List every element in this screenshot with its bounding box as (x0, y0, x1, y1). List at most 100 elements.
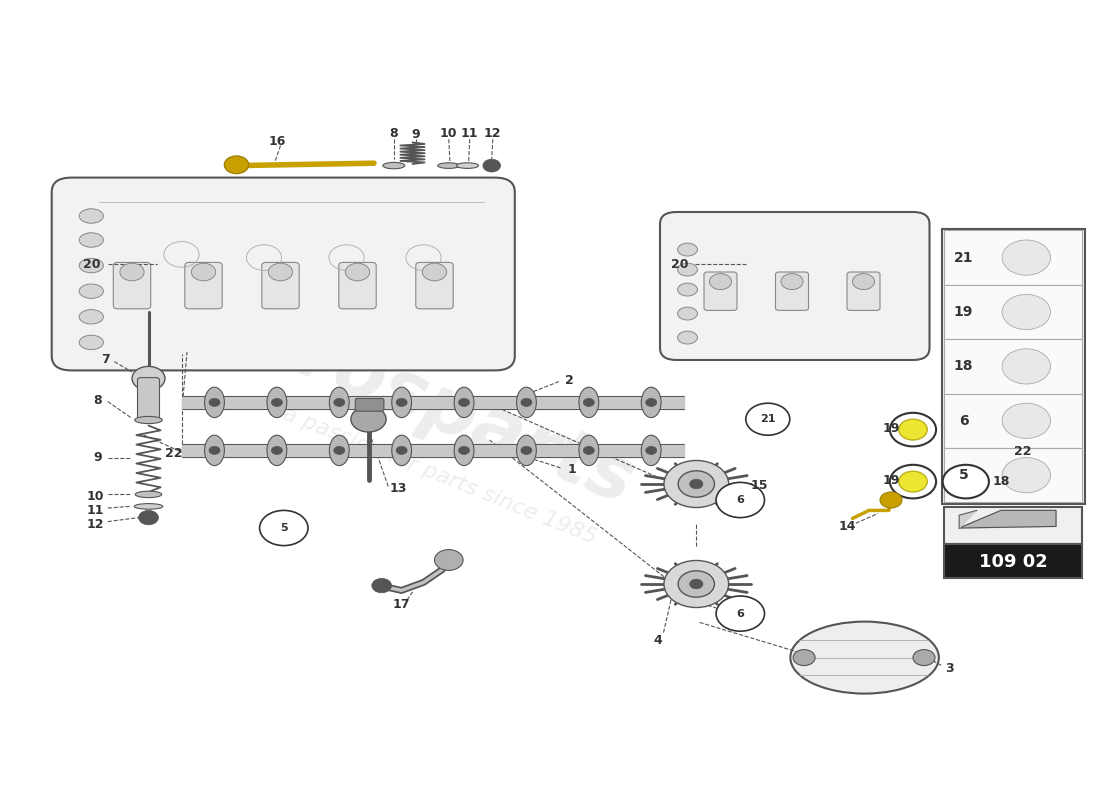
Circle shape (351, 406, 386, 432)
Text: 11: 11 (461, 127, 478, 140)
Text: 18: 18 (992, 475, 1010, 488)
Text: 8: 8 (389, 127, 398, 140)
Circle shape (139, 510, 158, 525)
Bar (944, 285, 1082, 339)
Circle shape (1002, 349, 1050, 384)
Text: 12: 12 (484, 127, 502, 140)
Ellipse shape (641, 387, 661, 418)
Text: 20: 20 (671, 258, 689, 270)
Text: 21: 21 (954, 250, 974, 265)
Ellipse shape (383, 162, 405, 169)
Ellipse shape (678, 331, 697, 344)
Circle shape (1002, 240, 1050, 275)
Circle shape (521, 398, 532, 406)
Circle shape (191, 263, 216, 281)
Text: 5: 5 (959, 468, 968, 482)
Circle shape (690, 479, 703, 489)
Circle shape (396, 398, 407, 406)
Circle shape (434, 550, 463, 570)
Text: 11: 11 (87, 504, 104, 517)
Circle shape (793, 650, 815, 666)
Circle shape (272, 398, 283, 406)
Bar (942, 229, 1085, 504)
Circle shape (345, 263, 370, 281)
Ellipse shape (79, 335, 103, 350)
Circle shape (459, 398, 470, 406)
Circle shape (209, 398, 220, 406)
Ellipse shape (267, 387, 287, 418)
Circle shape (678, 470, 715, 497)
Circle shape (483, 159, 500, 172)
Bar (944, 394, 1082, 448)
Circle shape (132, 366, 165, 390)
Circle shape (943, 465, 989, 498)
Bar (944, 230, 1082, 285)
Circle shape (372, 578, 392, 593)
Text: 6: 6 (959, 414, 968, 428)
FancyBboxPatch shape (185, 262, 222, 309)
Ellipse shape (641, 435, 661, 466)
Circle shape (209, 446, 220, 454)
Ellipse shape (678, 283, 697, 296)
FancyBboxPatch shape (138, 378, 160, 422)
Text: 22: 22 (1014, 445, 1032, 458)
Circle shape (583, 446, 594, 454)
Text: 4: 4 (653, 634, 662, 646)
Circle shape (664, 461, 728, 507)
Ellipse shape (134, 504, 163, 509)
Circle shape (678, 571, 715, 597)
Circle shape (899, 419, 927, 440)
Ellipse shape (456, 163, 478, 168)
Polygon shape (959, 510, 977, 528)
Circle shape (716, 596, 764, 631)
FancyBboxPatch shape (355, 398, 384, 411)
Circle shape (1002, 458, 1050, 493)
Ellipse shape (392, 435, 411, 466)
Circle shape (260, 510, 308, 546)
Ellipse shape (134, 416, 163, 424)
Ellipse shape (579, 435, 598, 466)
Text: 21: 21 (760, 414, 775, 424)
Ellipse shape (79, 258, 103, 273)
Ellipse shape (517, 435, 537, 466)
Text: 19: 19 (954, 305, 974, 319)
Circle shape (333, 446, 344, 454)
Text: 19: 19 (882, 422, 900, 434)
Text: 1: 1 (568, 463, 576, 476)
Bar (944, 339, 1082, 394)
Text: 6: 6 (736, 609, 745, 618)
Text: 18: 18 (954, 359, 974, 374)
Ellipse shape (329, 435, 349, 466)
Text: 22: 22 (165, 447, 183, 460)
Text: 19: 19 (882, 474, 900, 486)
Bar (944, 507, 1082, 544)
Text: 9: 9 (94, 451, 102, 464)
Text: a passion for parts since 1985: a passion for parts since 1985 (280, 404, 600, 548)
Ellipse shape (79, 284, 103, 298)
Circle shape (716, 482, 764, 518)
FancyBboxPatch shape (776, 272, 808, 310)
FancyBboxPatch shape (113, 262, 151, 309)
Text: 14: 14 (838, 520, 856, 533)
FancyBboxPatch shape (52, 178, 515, 370)
Ellipse shape (267, 435, 287, 466)
Text: 10: 10 (87, 490, 104, 502)
Circle shape (781, 274, 803, 290)
Circle shape (272, 446, 283, 454)
Circle shape (333, 398, 344, 406)
Text: 6: 6 (736, 495, 745, 505)
Circle shape (120, 263, 144, 281)
Ellipse shape (392, 387, 411, 418)
Ellipse shape (79, 209, 103, 223)
Circle shape (746, 403, 790, 435)
Circle shape (1002, 294, 1050, 330)
Ellipse shape (79, 310, 103, 324)
Circle shape (422, 263, 447, 281)
Ellipse shape (205, 387, 224, 418)
Circle shape (1002, 403, 1050, 438)
Ellipse shape (438, 163, 460, 168)
Circle shape (646, 398, 657, 406)
Text: 9: 9 (411, 128, 420, 141)
Circle shape (890, 413, 936, 446)
Bar (944, 544, 1082, 578)
